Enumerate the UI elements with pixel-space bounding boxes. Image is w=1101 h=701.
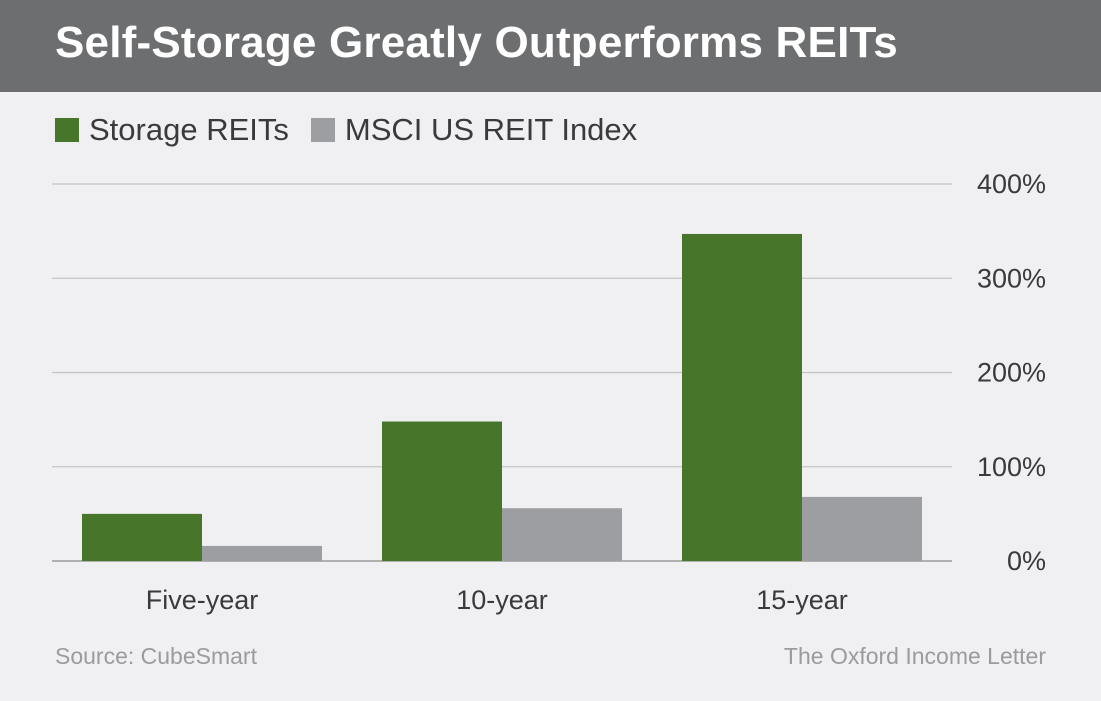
legend-label-msci-us-reit-index: MSCI US REIT Index: [344, 112, 638, 147]
legend-item-storage-reits: Storage REITs: [55, 112, 289, 148]
publisher-credit: The Oxford Income Letter: [783, 643, 1046, 669]
y-tick-label: 100%: [977, 452, 1046, 482]
y-tick-label: 0%: [1007, 546, 1046, 576]
x-tick-label: 15-year: [756, 585, 848, 615]
legend-item-msci-us-reit-index: MSCI US REIT Index: [310, 112, 638, 148]
legend-label-storage-reits: Storage REITs: [89, 112, 289, 147]
legend: Storage REITs MSCI US REIT Index: [55, 112, 659, 148]
y-tick-label: 200%: [977, 358, 1046, 388]
source-note: Source: CubeSmart: [55, 643, 257, 669]
legend-swatch-storage-reits: [55, 118, 79, 142]
bar-msci-us-reit-index-five-year: [202, 545, 322, 561]
bar-storage-reits-15-year: [682, 233, 802, 561]
y-tick-label: 300%: [977, 263, 1046, 293]
y-tick-label: 400%: [977, 169, 1046, 199]
bar-storage-reits-10-year: [382, 421, 502, 561]
legend-swatch-msci-us-reit-index: [310, 118, 335, 142]
x-tick-label: 10-year: [456, 585, 548, 615]
chart-title: Self-Storage Greatly Outperforms REITs: [55, 18, 898, 67]
x-tick-label: Five-year: [146, 585, 259, 615]
bar-storage-reits-five-year: [82, 513, 202, 561]
bar-msci-us-reit-index-10-year: [502, 508, 622, 561]
title-bar: Self-Storage Greatly Outperforms REITs: [0, 0, 1101, 92]
bar-msci-us-reit-index-15-year: [802, 496, 922, 561]
